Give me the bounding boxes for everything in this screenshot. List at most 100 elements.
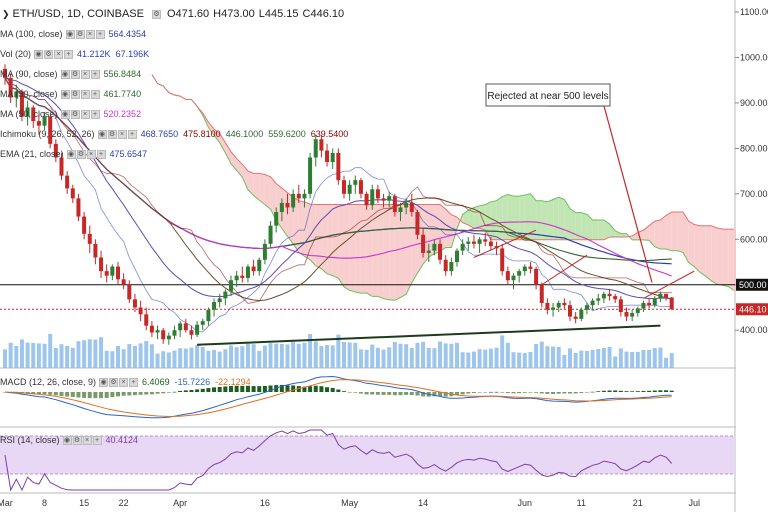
eye-icon[interactable]: ◉ xyxy=(62,435,72,445)
indicator-name[interactable]: MA (100, close) xyxy=(0,29,63,39)
candle-down xyxy=(59,157,64,176)
volume-bar xyxy=(206,350,211,368)
volume-bar xyxy=(200,347,205,368)
more-icon[interactable]: + xyxy=(95,29,105,39)
more-icon[interactable]: + xyxy=(96,149,106,159)
macd-histogram-bar xyxy=(488,391,493,393)
cloud-segment-bear xyxy=(332,204,339,279)
pattern-line xyxy=(473,229,537,258)
macd-histogram-bar xyxy=(596,391,601,392)
macd-histogram-bar xyxy=(443,392,448,397)
indicator-name[interactable]: MA (50, close) xyxy=(0,109,58,119)
eye-icon[interactable]: ◉ xyxy=(99,377,109,387)
macd-pane: 100.00000.0000 xyxy=(3,375,768,426)
indicator-name[interactable]: Ichimoku (9, 26, 52, 26) xyxy=(0,129,95,139)
candle-up xyxy=(212,302,217,310)
more-icon[interactable]: + xyxy=(64,49,74,59)
cloud-segment-bear xyxy=(666,212,672,251)
cloud-segment-bear xyxy=(360,204,367,294)
close-icon[interactable]: × xyxy=(85,29,95,39)
close-icon[interactable]: × xyxy=(80,69,90,79)
macd-value-1: 6.4069 xyxy=(142,377,170,387)
chevron-icon[interactable]: ❯ xyxy=(2,8,10,19)
volume-bar xyxy=(99,337,104,368)
more-icon[interactable]: + xyxy=(129,377,139,387)
eye-icon[interactable]: ◉ xyxy=(65,29,75,39)
candle-up xyxy=(556,302,561,308)
more-icon[interactable]: + xyxy=(92,435,102,445)
volume-bar xyxy=(392,342,397,368)
volume-bar xyxy=(262,345,267,368)
cloud-segment-bear xyxy=(683,212,689,263)
volume-bar xyxy=(624,351,629,368)
cloud-segment-bear xyxy=(440,204,446,252)
indicator-name[interactable]: MA (90, close) xyxy=(0,69,58,79)
gear-icon[interactable]: ⚙ xyxy=(70,89,80,99)
eye-icon[interactable]: ◉ xyxy=(34,49,44,59)
more-icon[interactable]: + xyxy=(90,69,100,79)
ichimoku-cloud xyxy=(151,74,740,301)
price-axis[interactable]: 1100.00 1000.00 900.00 800.00 700.00 600.00 40… xyxy=(735,0,768,512)
volume-bar xyxy=(607,347,612,368)
symbol-title[interactable]: ETH/USD, 1D, COINBASE xyxy=(12,8,144,20)
candle-up xyxy=(291,193,296,208)
close-icon[interactable]: × xyxy=(117,129,127,139)
candle-down xyxy=(568,305,572,317)
eye-icon[interactable]: ◉ xyxy=(60,89,70,99)
gear-icon[interactable]: ⚙ xyxy=(72,435,82,445)
volume-bar xyxy=(132,345,137,368)
volume-bar xyxy=(375,347,380,368)
rsi-label[interactable]: RSI (14, close) xyxy=(0,435,60,445)
gear-icon[interactable]: ⚙ xyxy=(70,69,80,79)
indicator-name[interactable]: MA (30, close) xyxy=(0,89,58,99)
gear-icon[interactable]: ⚙ xyxy=(76,149,86,159)
candle-down xyxy=(669,297,674,310)
close-icon[interactable]: × xyxy=(86,149,96,159)
level-500-label: 500.00 xyxy=(739,280,767,290)
eye-icon[interactable]: ◉ xyxy=(60,69,70,79)
cloud-span-b xyxy=(151,74,734,241)
gear-icon[interactable]: ⚙ xyxy=(107,129,117,139)
close-icon[interactable]: × xyxy=(54,49,64,59)
eye-icon[interactable]: ◉ xyxy=(97,129,107,139)
gear-icon[interactable]: ⚙ xyxy=(44,49,54,59)
close-icon[interactable]: × xyxy=(82,435,92,445)
candle-down xyxy=(421,234,426,253)
settings-icon[interactable]: ⚙ xyxy=(151,9,161,19)
eye-icon[interactable]: ◉ xyxy=(60,109,70,119)
annotation-box[interactable] xyxy=(485,83,611,107)
volume-bar xyxy=(302,342,307,368)
volume-bar xyxy=(669,353,674,368)
more-icon[interactable]: + xyxy=(90,89,100,99)
date-axis[interactable]: Mar 8 15 22 Apr 16 May 14 Jun 11 21 Jul xyxy=(0,498,700,508)
macd-label[interactable]: MACD (12, 26, close, 9) xyxy=(0,377,97,387)
price-tick-label: 800.00 xyxy=(740,143,768,153)
volume-bar xyxy=(110,351,115,368)
macd-histogram-bar xyxy=(116,392,120,397)
eye-icon[interactable]: ◉ xyxy=(66,149,76,159)
volume-bar xyxy=(8,342,13,368)
volume-bar xyxy=(3,349,7,368)
gear-icon[interactable]: ⚙ xyxy=(109,377,119,387)
cloud-segment-bull xyxy=(541,200,548,240)
indicator-legend-row: MA (90, close) ◉ ⚙ × +556.8484 xyxy=(0,67,146,81)
gear-icon[interactable]: ⚙ xyxy=(70,109,80,119)
cloud-segment-bear xyxy=(677,212,683,253)
macd-histogram-bar xyxy=(618,390,623,392)
more-icon[interactable]: + xyxy=(90,109,100,119)
indicator-value: 556.8484 xyxy=(103,69,142,79)
macd-histogram-bar xyxy=(658,390,663,392)
close-icon[interactable]: × xyxy=(119,377,129,387)
indicator-name[interactable]: Vol (20) xyxy=(0,49,32,59)
close-icon[interactable]: × xyxy=(80,109,90,119)
gear-icon[interactable]: ⚙ xyxy=(75,29,85,39)
close-icon[interactable]: × xyxy=(80,89,90,99)
indicator-name[interactable]: EMA (21, close) xyxy=(0,149,64,159)
candle-down xyxy=(31,107,36,122)
volume-bar xyxy=(195,345,200,368)
date-label: Jun xyxy=(518,498,533,508)
more-icon[interactable]: + xyxy=(127,129,137,139)
macd-histogram-bar xyxy=(551,392,556,394)
candle-up xyxy=(223,291,228,299)
